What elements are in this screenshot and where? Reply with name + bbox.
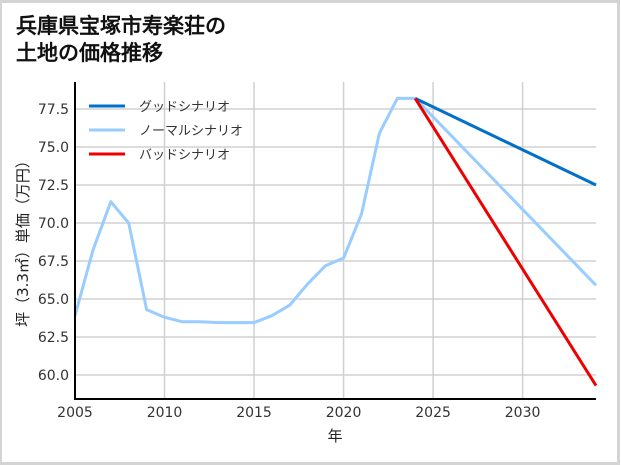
series-lines [73,96,598,387]
chart-title: 兵庫県宝塚市寿楽荘の 土地の価格推移 [16,13,226,67]
y-tick-label: 77.5 [38,102,69,118]
x-tick-label: 2025 [415,405,451,421]
axes [74,82,596,400]
y-tick-label: 70.0 [38,216,69,232]
x-tick-label: 2015 [236,405,272,421]
y-tick-label: 67.5 [38,254,69,270]
x-tick-label: 2020 [326,405,362,421]
y-tick-label: 65.0 [38,292,69,308]
series-line-2 [414,97,598,287]
x-tick-label: 2010 [147,405,183,421]
y-tick-label: 62.5 [38,330,69,346]
y-tick-label: 60.0 [38,368,69,384]
y-tick-label: 75.0 [38,140,69,156]
y-axis-label: 坪（3.3㎡）単価（万円） [14,153,32,327]
series-line-1 [414,97,597,187]
legend-label: バッドシナリオ [139,148,230,163]
chart-title-line-2: 土地の価格推移 [16,41,163,65]
series-line-3 [413,97,598,387]
y-axis-ticks: 60.0 62.5 65.0 67.5 70.0 72.5 75.0 77.5 [38,102,69,384]
y-tick-label: 72.5 [38,178,69,194]
series-line-0 [73,96,416,325]
x-tick-label: 2030 [505,405,541,421]
legend-label: ノーマルシナリオ [139,124,243,139]
x-axis-ticks: 2005 2010 2015 2020 2025 2030 [57,405,540,421]
x-axis-label: 年 [327,427,342,445]
legend-label: グッドシナリオ [139,100,230,115]
x-tick-label: 2005 [57,405,93,421]
chart-title-line-1: 兵庫県宝塚市寿楽荘の [16,14,226,38]
